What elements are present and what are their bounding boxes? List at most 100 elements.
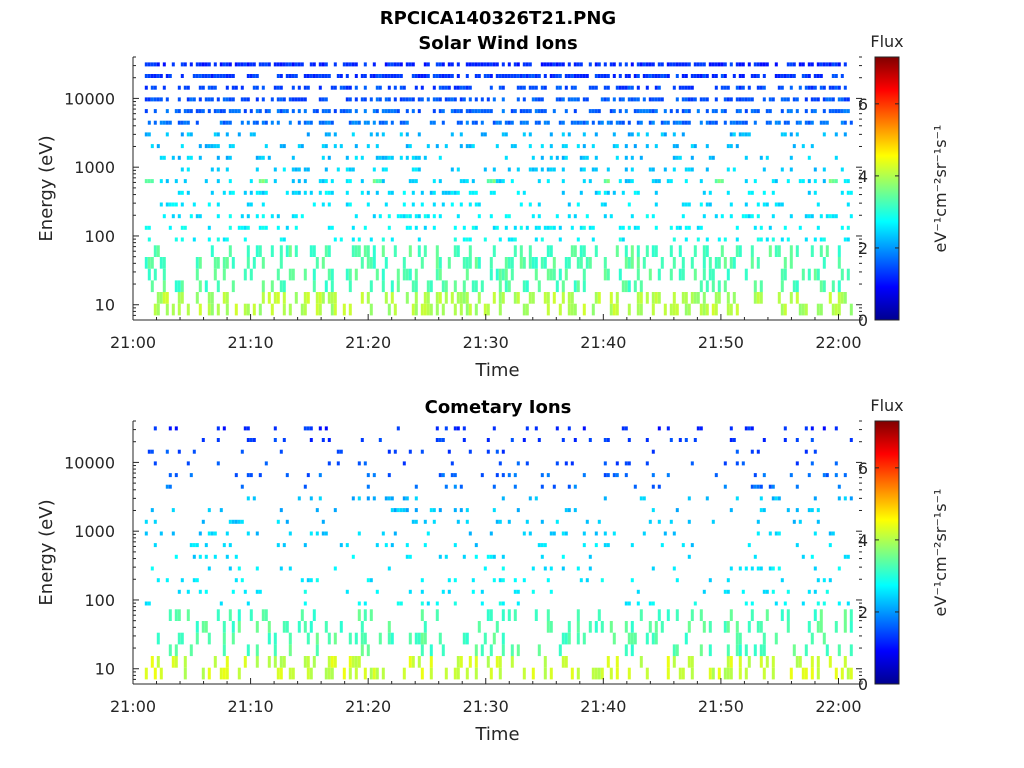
data-cell bbox=[690, 144, 694, 149]
spectrogram-cells bbox=[144, 426, 853, 680]
data-cell bbox=[225, 292, 229, 304]
data-cell bbox=[702, 74, 706, 78]
data-cell bbox=[540, 473, 544, 478]
data-cell bbox=[642, 496, 646, 501]
data-cell bbox=[657, 62, 661, 67]
data-cell bbox=[669, 225, 673, 230]
data-cell bbox=[822, 257, 826, 269]
data-cell bbox=[609, 292, 613, 304]
data-cell bbox=[744, 97, 748, 102]
data-cell bbox=[384, 109, 388, 114]
data-cell bbox=[153, 109, 157, 114]
data-cell bbox=[816, 621, 820, 633]
data-cell bbox=[321, 519, 325, 524]
data-cell bbox=[537, 202, 541, 207]
data-cell bbox=[534, 120, 538, 125]
data-cell bbox=[279, 85, 283, 90]
data-cell bbox=[531, 85, 535, 90]
data-cell bbox=[783, 438, 787, 442]
data-cell bbox=[369, 97, 373, 102]
data-cell bbox=[447, 190, 451, 195]
data-cell bbox=[837, 496, 841, 501]
data-cell bbox=[711, 155, 715, 160]
data-cell bbox=[417, 155, 421, 160]
data-cell bbox=[789, 85, 793, 90]
data-cell bbox=[348, 179, 352, 184]
data-cell bbox=[528, 144, 532, 149]
data-cell bbox=[204, 74, 208, 78]
data-cell bbox=[624, 426, 628, 431]
data-cell bbox=[144, 257, 148, 269]
data-cell bbox=[255, 120, 259, 125]
data-cell bbox=[195, 268, 199, 281]
data-cell bbox=[480, 62, 484, 67]
data-cell bbox=[480, 473, 484, 478]
data-cell bbox=[699, 426, 703, 431]
data-cell bbox=[456, 245, 460, 257]
data-cell bbox=[183, 109, 187, 114]
data-cell bbox=[783, 268, 787, 281]
data-cell bbox=[204, 144, 208, 149]
data-cell bbox=[780, 609, 784, 621]
data-cell bbox=[246, 74, 250, 78]
data-cell bbox=[840, 97, 844, 102]
data-cell bbox=[306, 656, 310, 668]
data-cell bbox=[534, 268, 538, 281]
data-cell bbox=[282, 292, 286, 304]
data-cell bbox=[714, 179, 718, 184]
data-cell bbox=[615, 303, 619, 316]
data-cell bbox=[828, 97, 832, 102]
data-cell bbox=[294, 245, 298, 257]
data-cell bbox=[465, 74, 469, 78]
data-cell bbox=[240, 97, 244, 102]
data-cell bbox=[615, 155, 619, 160]
data-cell bbox=[153, 461, 157, 466]
data-cell bbox=[576, 62, 580, 67]
data-cell bbox=[567, 508, 571, 513]
data-cell bbox=[450, 473, 454, 478]
data-cell bbox=[399, 120, 403, 125]
data-cell bbox=[249, 609, 253, 621]
data-cell bbox=[699, 202, 703, 207]
data-cell bbox=[297, 167, 301, 172]
data-cell bbox=[684, 303, 688, 316]
data-cell bbox=[393, 85, 397, 90]
data-cell bbox=[366, 496, 370, 501]
data-cell bbox=[528, 496, 532, 501]
data-cell bbox=[321, 257, 325, 269]
data-cell bbox=[606, 438, 610, 442]
data-cell bbox=[153, 303, 157, 316]
data-cell bbox=[702, 245, 706, 257]
data-cell bbox=[510, 257, 514, 269]
data-cell bbox=[819, 280, 823, 293]
data-cell bbox=[444, 292, 448, 304]
data-cell bbox=[795, 656, 799, 668]
data-cell bbox=[279, 237, 283, 242]
data-cell bbox=[387, 85, 391, 90]
data-cell bbox=[681, 120, 685, 125]
data-cell bbox=[747, 132, 751, 137]
data-cell bbox=[186, 132, 190, 137]
data-cell bbox=[438, 473, 442, 478]
data-cell bbox=[795, 543, 799, 548]
data-cell bbox=[672, 144, 676, 149]
data-cell bbox=[459, 656, 463, 668]
data-cell bbox=[252, 496, 256, 501]
data-cell bbox=[741, 85, 745, 90]
data-cell bbox=[813, 167, 817, 172]
data-cell bbox=[144, 74, 148, 78]
data-cell bbox=[642, 109, 646, 114]
data-cell bbox=[456, 109, 460, 114]
data-cell bbox=[189, 97, 193, 102]
data-cell bbox=[333, 62, 337, 67]
data-cell bbox=[624, 155, 628, 160]
data-cell bbox=[600, 667, 604, 680]
data-cell bbox=[741, 214, 745, 219]
data-cell bbox=[801, 179, 805, 184]
data-cell bbox=[207, 566, 211, 571]
data-cell bbox=[597, 109, 601, 114]
data-cell bbox=[177, 120, 181, 125]
data-cell bbox=[180, 202, 184, 207]
data-cell bbox=[207, 237, 211, 242]
data-cell bbox=[711, 109, 715, 114]
